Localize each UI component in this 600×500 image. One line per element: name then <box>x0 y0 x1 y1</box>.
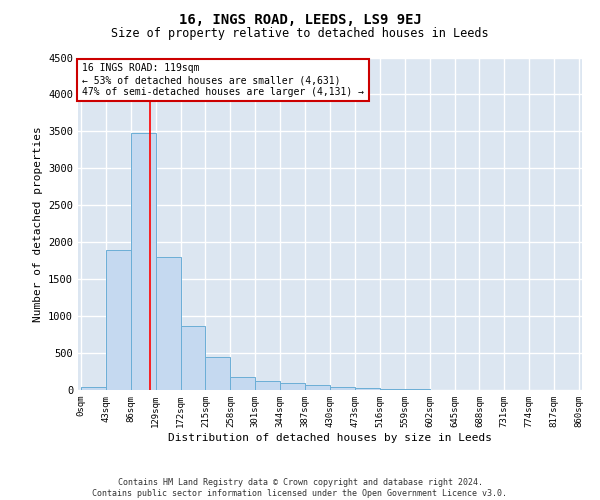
Bar <box>155 257 181 390</box>
Y-axis label: Number of detached properties: Number of detached properties <box>32 126 43 322</box>
Bar <box>181 326 205 390</box>
Bar <box>205 357 230 390</box>
Bar <box>280 383 305 390</box>
Bar <box>230 378 255 390</box>
Bar <box>330 386 355 390</box>
Text: Size of property relative to detached houses in Leeds: Size of property relative to detached ho… <box>111 28 489 40</box>
Bar <box>81 386 106 390</box>
Text: 16 INGS ROAD: 119sqm
← 53% of detached houses are smaller (4,631)
47% of semi-de: 16 INGS ROAD: 119sqm ← 53% of detached h… <box>82 64 364 96</box>
Text: Contains HM Land Registry data © Crown copyright and database right 2024.
Contai: Contains HM Land Registry data © Crown c… <box>92 478 508 498</box>
Bar <box>355 388 380 390</box>
Text: 16, INGS ROAD, LEEDS, LS9 9EJ: 16, INGS ROAD, LEEDS, LS9 9EJ <box>179 12 421 26</box>
Bar <box>255 381 280 390</box>
Bar <box>305 385 330 390</box>
Bar <box>380 389 405 390</box>
Bar <box>131 133 155 390</box>
X-axis label: Distribution of detached houses by size in Leeds: Distribution of detached houses by size … <box>168 432 492 442</box>
Bar <box>106 250 131 390</box>
